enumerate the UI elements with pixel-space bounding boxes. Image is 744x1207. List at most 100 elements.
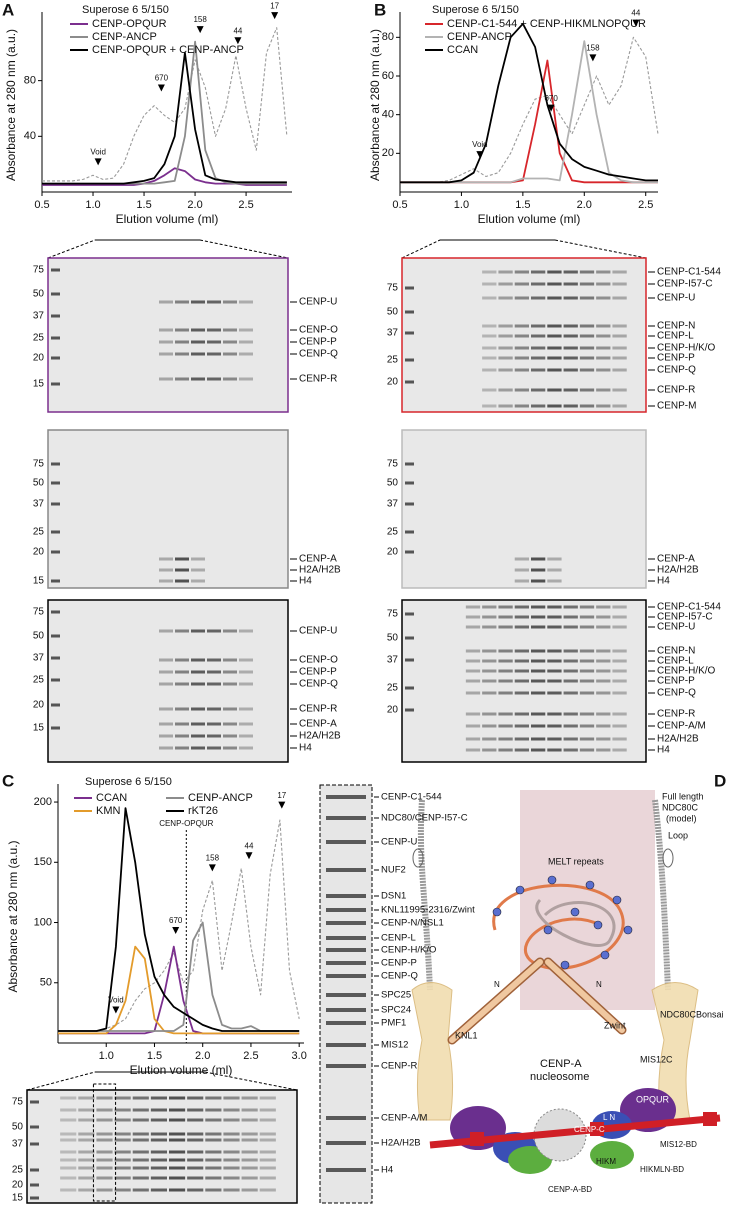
gel-band [531,712,546,716]
gel-band [482,324,497,328]
gel-band [239,734,253,738]
gel-band [563,659,578,663]
gel-band [547,282,562,286]
gel-band [132,1150,149,1154]
gel-band [326,894,366,898]
ladder-label: 20 [33,700,45,711]
gel-band [579,625,595,629]
gel-band [596,605,611,609]
gel-band [596,324,611,328]
gel-band [150,1176,167,1180]
band-label: CENP-R [657,385,695,396]
gel-band [223,1118,240,1122]
peak-label: 158 [586,44,600,53]
gel-band [175,629,189,633]
gel-band [498,605,513,609]
gel-band [150,1188,167,1192]
gel-band [223,682,237,686]
gel-band [78,1176,95,1180]
ladder-band [51,356,60,360]
gel-band [514,557,529,561]
band-label: H2A/H2B [299,565,341,576]
gel-band [326,868,366,872]
band-label: CENP-M [657,401,696,412]
gel-band [239,377,253,381]
ladder-band [51,678,60,682]
gel-band [207,734,221,738]
legend-label: rKT26 [188,805,218,817]
gel-band [60,1138,77,1142]
gel-band [531,669,546,673]
gel-band [482,346,497,350]
gel-band [612,368,627,372]
ladder-label: 50 [387,478,399,489]
gel-band [223,734,237,738]
y-tick-label: 50 [40,977,52,989]
gel-band [326,840,366,844]
peak-marker [632,19,640,27]
gel-band [175,734,189,738]
gel-band [482,296,497,300]
gel-band [514,324,529,328]
ndc80-bonsai [651,982,699,1121]
ladder-band [30,1100,39,1104]
gel-band [612,334,627,338]
legend-label: CENP-C1-544 + CENP-HIKMLNOPQUR [447,18,646,30]
band-label: PMF1 [381,1018,406,1029]
gel-band [547,296,562,300]
band-label: CENP-O [299,325,338,336]
gel-band [159,300,173,304]
ladder-label: 75 [387,609,399,620]
gel-band [78,1132,95,1136]
ladder-label: 50 [387,307,399,318]
diagram-label: NDC80C [662,802,699,812]
peak-marker [234,37,242,45]
y-axis-title: Absorbance at 280 nm (a.u.) [368,29,382,181]
gel-band [612,270,627,274]
band-label: CENP-Q [657,365,696,376]
gel-band [482,605,497,609]
gel-band [547,368,562,372]
gel-band [205,1158,222,1162]
gel-band [169,1138,186,1142]
ladder-band [51,550,60,554]
ladder-label: 15 [12,1193,24,1204]
gel-band [326,1168,366,1172]
gel-band [514,737,529,741]
gel-band [563,346,578,350]
peak-marker [589,54,597,62]
gel-band [579,679,595,683]
y-tick-label: 150 [34,856,52,868]
peak-marker [172,926,180,934]
legend-label: CCAN [96,792,127,804]
band-label: CENP-U [299,297,337,308]
gel-band [326,921,366,925]
gel-band [326,1021,366,1025]
gel-band [78,1150,95,1154]
diagram-label: MIS12-BD [660,1140,697,1149]
gel-band [547,625,562,629]
band-label: CENP-Q [657,688,696,699]
gel-band [326,1116,366,1120]
ladder-band [51,610,60,614]
ladder-label: 37 [33,653,45,664]
zwint-rod [545,959,625,1033]
panel-labels: A B C D [2,0,726,790]
y-axis-title: Absorbance at 280 nm (a.u.) [4,29,18,181]
ladder-label: 37 [387,655,399,666]
gel-band [514,568,529,572]
gel-band [191,722,205,726]
gel-band [465,679,481,683]
gel-band [612,625,627,629]
ladder-band [405,502,414,506]
legend-label: CENP-ANCP [188,792,253,804]
ladder-label: 75 [33,265,45,276]
gel-band [465,659,481,663]
gel-band [563,296,578,300]
gel-band [239,746,253,750]
gel-band [159,568,173,572]
gel-band [596,270,611,274]
peak-marker [278,801,286,809]
